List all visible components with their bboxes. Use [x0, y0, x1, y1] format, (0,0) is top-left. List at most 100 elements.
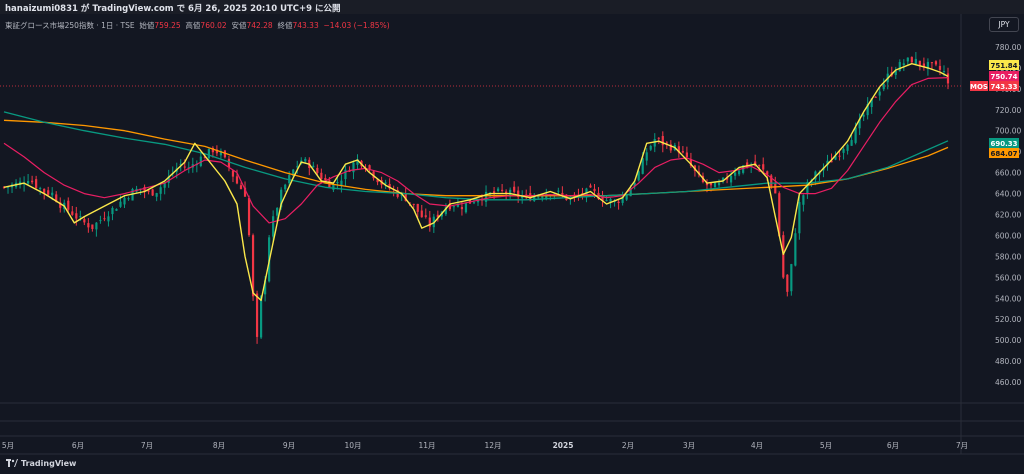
candle-body — [533, 195, 536, 201]
candle-body — [838, 155, 841, 157]
candle-body — [276, 207, 279, 216]
candle-body — [742, 165, 745, 173]
candle-body — [854, 127, 857, 143]
candle-body — [215, 149, 219, 154]
candle-body — [340, 180, 343, 186]
candle-body — [942, 70, 946, 72]
candle-body — [123, 197, 126, 205]
currency-button[interactable]: JPY — [989, 17, 1019, 32]
top-bar — [0, 0, 1024, 14]
candle-body — [304, 158, 307, 162]
candle-body — [264, 280, 267, 295]
price-label-bg — [989, 81, 1019, 91]
candle-body — [894, 70, 897, 75]
tradingview-brand: TradingView — [6, 459, 76, 468]
candle-body — [167, 176, 170, 183]
candle-body — [284, 184, 287, 190]
symbol-name[interactable]: 東証グロース市場250指数 · 1日 · TSE — [5, 21, 135, 30]
candle-body — [605, 200, 608, 202]
y-tick-label: 480.00 — [995, 357, 1021, 366]
candle-body — [918, 60, 921, 66]
candle-body — [95, 222, 98, 230]
candle-body — [826, 160, 829, 166]
candle-body — [428, 217, 431, 227]
change-value: −14.03 (−1.85%) — [323, 21, 390, 30]
candle-body — [460, 207, 464, 210]
candle-body — [143, 187, 146, 192]
candle-body — [31, 180, 34, 183]
candle-body — [456, 203, 460, 207]
candle-body — [247, 198, 251, 236]
candle-body — [67, 200, 70, 210]
candle-body — [219, 150, 223, 156]
candle-body — [625, 194, 628, 200]
y-tick-label: 720.00 — [995, 106, 1021, 115]
candle-body — [35, 179, 38, 188]
candle-body — [43, 188, 46, 193]
candle-body — [557, 190, 560, 192]
x-tick-label: 6月 — [72, 441, 84, 450]
candle-body — [914, 58, 917, 65]
brand-name: TradingView — [21, 459, 77, 468]
candle-body — [782, 235, 785, 278]
y-tick-label: 640.00 — [995, 190, 1021, 199]
candle-body — [111, 207, 114, 215]
candle-body — [155, 193, 158, 197]
price-tag-label: MOS — [970, 83, 988, 91]
candle-body — [661, 136, 664, 146]
candle-body — [786, 274, 789, 292]
candle-body — [910, 57, 913, 63]
candle-body — [637, 171, 640, 181]
x-tick-label: 7月 — [141, 441, 153, 450]
candle-body — [521, 196, 524, 199]
candle-body — [316, 167, 319, 173]
candle-body — [47, 190, 50, 195]
candle-body — [376, 179, 379, 183]
candle-body — [878, 91, 881, 96]
candle-body — [91, 224, 94, 230]
candle-body — [898, 62, 901, 72]
candle-body — [484, 191, 488, 202]
x-tick-label: 5月 — [2, 441, 14, 450]
candle-body — [255, 293, 259, 337]
candle-body — [159, 187, 162, 194]
candle-body — [55, 194, 58, 202]
y-tick-label: 560.00 — [995, 273, 1021, 282]
candle-body — [926, 61, 930, 70]
candle-body — [633, 182, 636, 187]
candle-body — [71, 211, 74, 215]
candle-body — [766, 171, 769, 175]
candle-body — [946, 73, 950, 84]
candle-body — [107, 216, 110, 222]
candle-body — [356, 159, 359, 165]
candle-body — [444, 207, 447, 215]
candle-body — [348, 170, 351, 172]
candle-body — [842, 149, 845, 153]
open-value: 759.25 — [154, 21, 181, 30]
candle-body — [464, 202, 468, 213]
candle-body — [645, 152, 648, 161]
candle-body — [227, 158, 231, 168]
candle-body — [332, 184, 335, 190]
candle-body — [336, 182, 339, 184]
price-label: 750.74 — [990, 73, 1017, 81]
candle-body — [641, 158, 644, 174]
open-label: 始値 — [139, 21, 155, 30]
candle-body — [199, 156, 202, 166]
close-value: 743.33 — [292, 21, 319, 30]
x-tick-label: 5月 — [820, 441, 832, 450]
candle-body — [665, 142, 668, 144]
candle-body — [344, 169, 347, 180]
candle-body — [657, 137, 660, 139]
candle-body — [320, 172, 323, 179]
candle-body — [529, 193, 532, 201]
candle-body — [87, 223, 90, 228]
x-tick-label: 3月 — [683, 441, 695, 450]
candle-body — [412, 203, 415, 205]
y-tick-label: 660.00 — [995, 169, 1021, 178]
candle-body — [858, 118, 861, 129]
candle-body — [806, 182, 809, 194]
candle-body — [259, 295, 263, 338]
x-tick-label: 9月 — [283, 441, 295, 450]
